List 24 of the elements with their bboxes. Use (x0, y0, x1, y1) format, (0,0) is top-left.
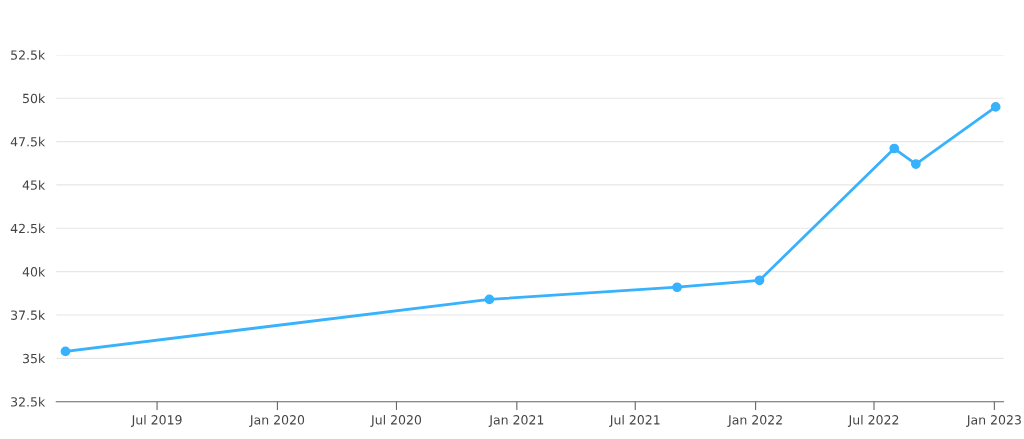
point (911, 159, 921, 169)
point (990, 102, 1001, 112)
y-tick-label: 47.5k (10, 136, 46, 147)
y-tick-label: 37.5k (11, 310, 46, 320)
y-tick-label: 50k (23, 93, 46, 104)
point (672, 282, 682, 293)
y-tick-label: 32.5k (11, 396, 46, 407)
x-tick-label: Jul 2019 (130, 414, 182, 427)
x-tick-label: Jan 2023 (966, 415, 1021, 427)
y-tick-label: 42.5k (10, 223, 46, 234)
y-tick-label: 35k (23, 353, 46, 364)
point (889, 143, 900, 154)
y-tick-label: 45k (22, 180, 46, 190)
point (754, 275, 765, 286)
y-tick-label: 40k (22, 266, 46, 277)
x-tick-label: Jul 2022 (847, 414, 899, 427)
y-tick-label: 52.5k (11, 50, 46, 60)
point (60, 346, 71, 357)
x-tick-label: Jul 2021 (609, 414, 660, 427)
x-tick-label: Jan 2021 (488, 415, 544, 427)
point (484, 294, 495, 305)
x-tick-label: Jan 2020 (249, 415, 305, 427)
x-tick-label: Jul 2020 (370, 414, 422, 427)
x-tick-label: Jan 2022 (727, 415, 782, 427)
